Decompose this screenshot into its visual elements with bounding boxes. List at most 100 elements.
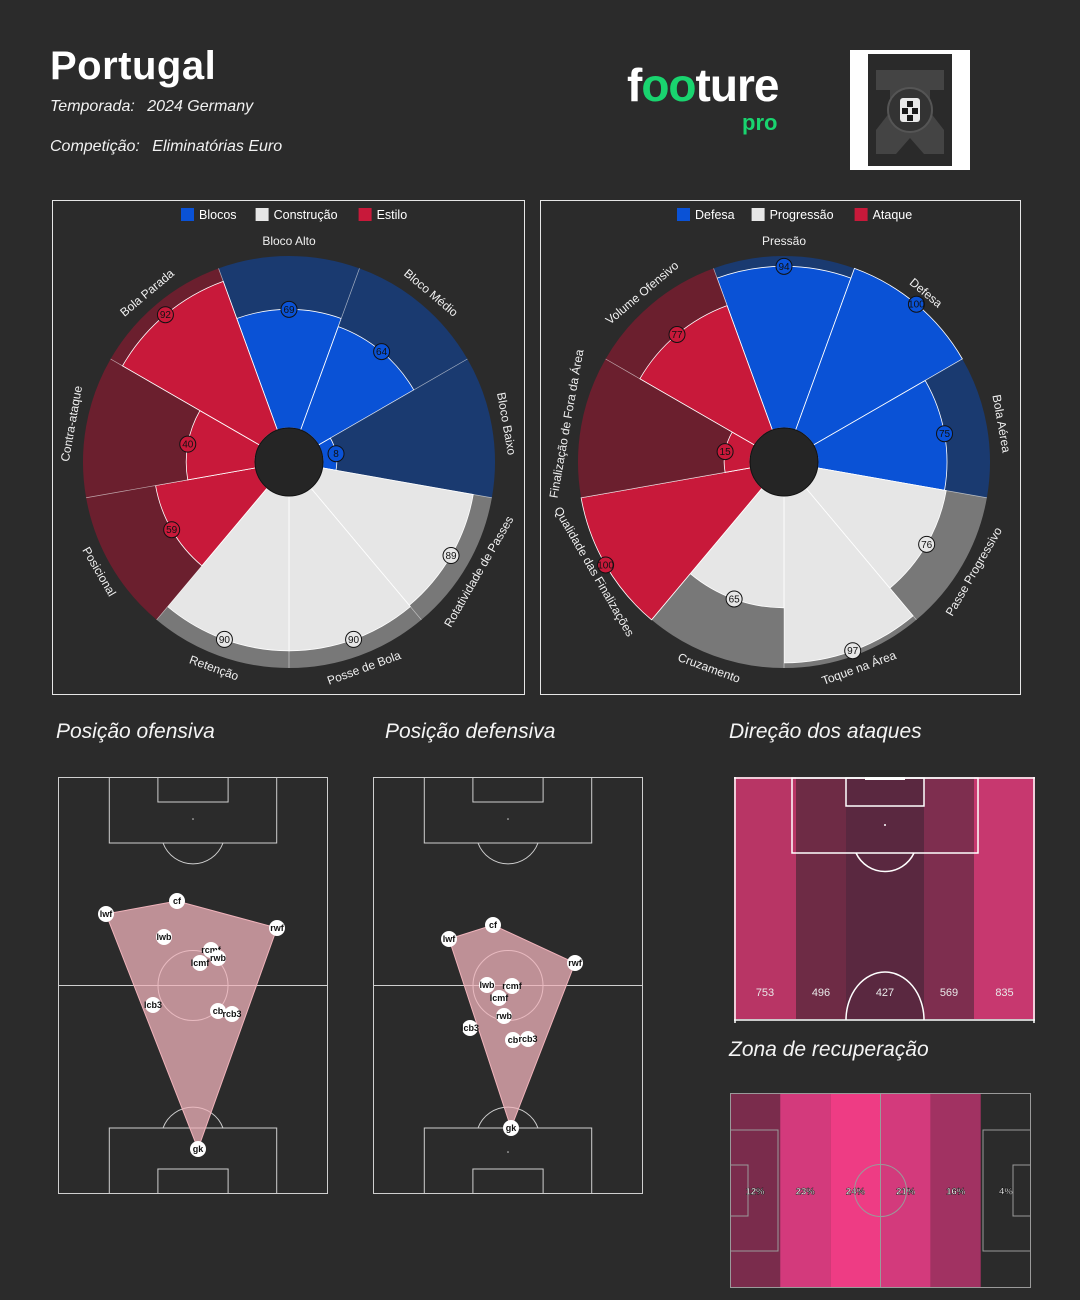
player-label: lcb3: [144, 1000, 162, 1010]
legend-label: Progressão: [770, 208, 834, 222]
radar-separator: [813, 358, 963, 446]
footure-logo: footure: [627, 59, 779, 111]
player-label: cf: [173, 896, 182, 906]
recovery-zone-band: [830, 1093, 881, 1288]
player-label: cf: [489, 920, 498, 930]
goal-box: [157, 1168, 229, 1194]
radar-separator: [581, 467, 751, 499]
player-marker: [192, 955, 208, 971]
category-label: Pressão: [762, 234, 806, 248]
player-label: rcb3: [222, 1009, 241, 1019]
player-label: lwf: [443, 934, 457, 944]
goal-box: [157, 777, 229, 803]
player-marker: [520, 1031, 536, 1047]
penalty-spot: [884, 824, 886, 826]
value-badge: [775, 257, 793, 275]
player-marker: [269, 920, 285, 936]
recovery-zone-title: Zona de recuperação: [729, 1038, 929, 1061]
category-label: Contra-ataque: [58, 384, 85, 462]
player-label: cb: [508, 1035, 519, 1045]
player-label: lwf: [100, 909, 114, 919]
penalty-box: [423, 777, 593, 844]
value-badge: [156, 306, 174, 324]
radar-separator: [713, 268, 773, 431]
player-label: lwb: [480, 980, 496, 990]
value-label: 76: [921, 540, 933, 551]
value-label: 100: [597, 561, 614, 572]
value-label: 64: [376, 347, 388, 358]
radar-separator: [817, 467, 987, 499]
logo-pro: pro: [742, 110, 778, 135]
legend-swatch: [255, 208, 269, 221]
player-marker: [441, 931, 457, 947]
logo-part-b: oo: [641, 59, 696, 111]
value-badge: [597, 556, 615, 574]
recovery-zone-band: [880, 1093, 931, 1288]
recovery-zone-value: 12%: [746, 1187, 766, 1198]
formation-hull: [105, 900, 278, 1151]
player-marker: [145, 997, 161, 1013]
player-label: gk: [193, 1144, 204, 1154]
player-label: gk: [506, 1123, 517, 1133]
player-marker: [485, 917, 501, 933]
radar-separator: [218, 268, 278, 431]
offensive-position-pitch: gk lcb3 cb rcb3 lcmf rcmf lwb rwb lwf cf rwf: [58, 777, 328, 1194]
player-label: rwb: [496, 1011, 513, 1021]
value-label: 92: [160, 310, 172, 321]
value-label: 59: [166, 525, 178, 536]
category-label: Bloco Baixo: [494, 391, 519, 456]
value-badge: [844, 642, 862, 660]
value-badge: [936, 425, 954, 443]
recovery-zone-band: [930, 1093, 981, 1288]
season-row: Temporada: 2024 Germany: [50, 98, 253, 116]
direction-value: 569: [940, 987, 958, 999]
value-label: 90: [348, 635, 360, 646]
player-label: rwf: [568, 958, 583, 968]
player-marker: [210, 950, 226, 966]
player-label: lcmf: [490, 993, 510, 1003]
season-value: 2024 Germany: [147, 98, 254, 115]
player-label: lcmf: [191, 958, 211, 968]
value-badge: [373, 343, 391, 361]
recovery-zone-value: 24%: [846, 1187, 866, 1198]
offensive-position-title: Posição ofensiva: [56, 720, 215, 743]
radar-separator: [651, 487, 763, 621]
radar-separator: [310, 487, 422, 621]
direction-lane: [924, 777, 974, 1019]
recovery-zone-value: 4%: [999, 1187, 1013, 1198]
penalty-arc: [477, 842, 539, 865]
legend-label: Ataque: [873, 208, 913, 222]
player-label: rcmf: [502, 981, 523, 991]
penalty-spot: [507, 818, 509, 820]
style-radar-panel: Blocos Construção Estilo 69 Bloco Alto 64 Bloc…: [52, 200, 525, 695]
direction-lane: [796, 777, 846, 1019]
radar-separator: [318, 358, 468, 446]
legend-label: Estilo: [377, 208, 408, 222]
player-marker: [503, 1120, 519, 1136]
goal-box: [1012, 1164, 1031, 1217]
direction-value: 427: [876, 987, 894, 999]
player-marker: [505, 1032, 521, 1048]
value-label: 100: [908, 300, 925, 311]
radar-separator: [795, 268, 855, 431]
player-marker: [224, 1006, 240, 1022]
radar-separator: [605, 358, 755, 446]
legend-swatch: [854, 208, 868, 221]
value-badge: [280, 300, 298, 318]
player-label: rcb3: [518, 1034, 537, 1044]
value-label: 8: [333, 449, 339, 460]
player-marker: [496, 1008, 512, 1024]
competition-value: Eliminatórias Euro: [152, 138, 283, 155]
center-circle: [854, 1164, 907, 1217]
attack-direction-pitch: 753 496 427 569 835: [734, 777, 1035, 1023]
direction-value: 753: [756, 987, 774, 999]
value-label: 77: [671, 330, 683, 341]
penalty-box: [108, 1127, 278, 1194]
player-label: rcmf: [201, 945, 222, 955]
recovery-zone-pitch: 12% 23% 24% 21% 16% 4%: [730, 1093, 1031, 1288]
penalty-box: [982, 1129, 1031, 1252]
player-marker: [190, 1141, 206, 1157]
value-badge: [163, 521, 181, 539]
goal-box: [472, 1168, 544, 1194]
